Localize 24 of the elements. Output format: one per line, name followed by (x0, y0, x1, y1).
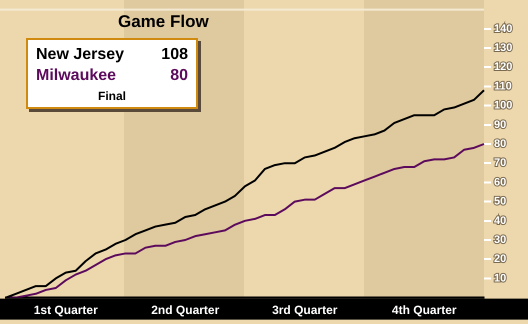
y-tick-label: 50 (494, 196, 506, 208)
y-tick-label: 30 (494, 234, 506, 246)
y-tick-label: 90 (494, 118, 506, 131)
y-tick-label: 70 (494, 157, 506, 170)
text: New Jersey (36, 45, 124, 65)
y-tick-label: 100 (494, 100, 512, 112)
chart-title: Game Flow (118, 12, 209, 32)
x-tick-label: 2nd Quarter (151, 303, 220, 318)
annotation: 80 (170, 66, 188, 86)
x-tick-label: 4th Quarter (392, 303, 457, 318)
y-tick-label: 60 (494, 176, 506, 188)
y-tick-label: 110 (494, 80, 512, 92)
y-tick-label: 140 (494, 22, 512, 35)
y-tick-label: 40 (494, 214, 506, 227)
x-tick-label: 3rd Quarter (272, 303, 338, 318)
y-tick-label: 130 (494, 42, 512, 54)
y-tick-label: 10 (494, 272, 506, 284)
annotation: Final (96, 89, 127, 103)
x-tick-label: 1st Quarter (34, 303, 98, 318)
annotation: 108 (161, 45, 188, 65)
y-tick-label: 20 (494, 253, 506, 266)
text: Milwaukee (36, 66, 116, 86)
y-tick-label: 120 (494, 61, 512, 74)
y-tick-label: 80 (494, 138, 506, 150)
